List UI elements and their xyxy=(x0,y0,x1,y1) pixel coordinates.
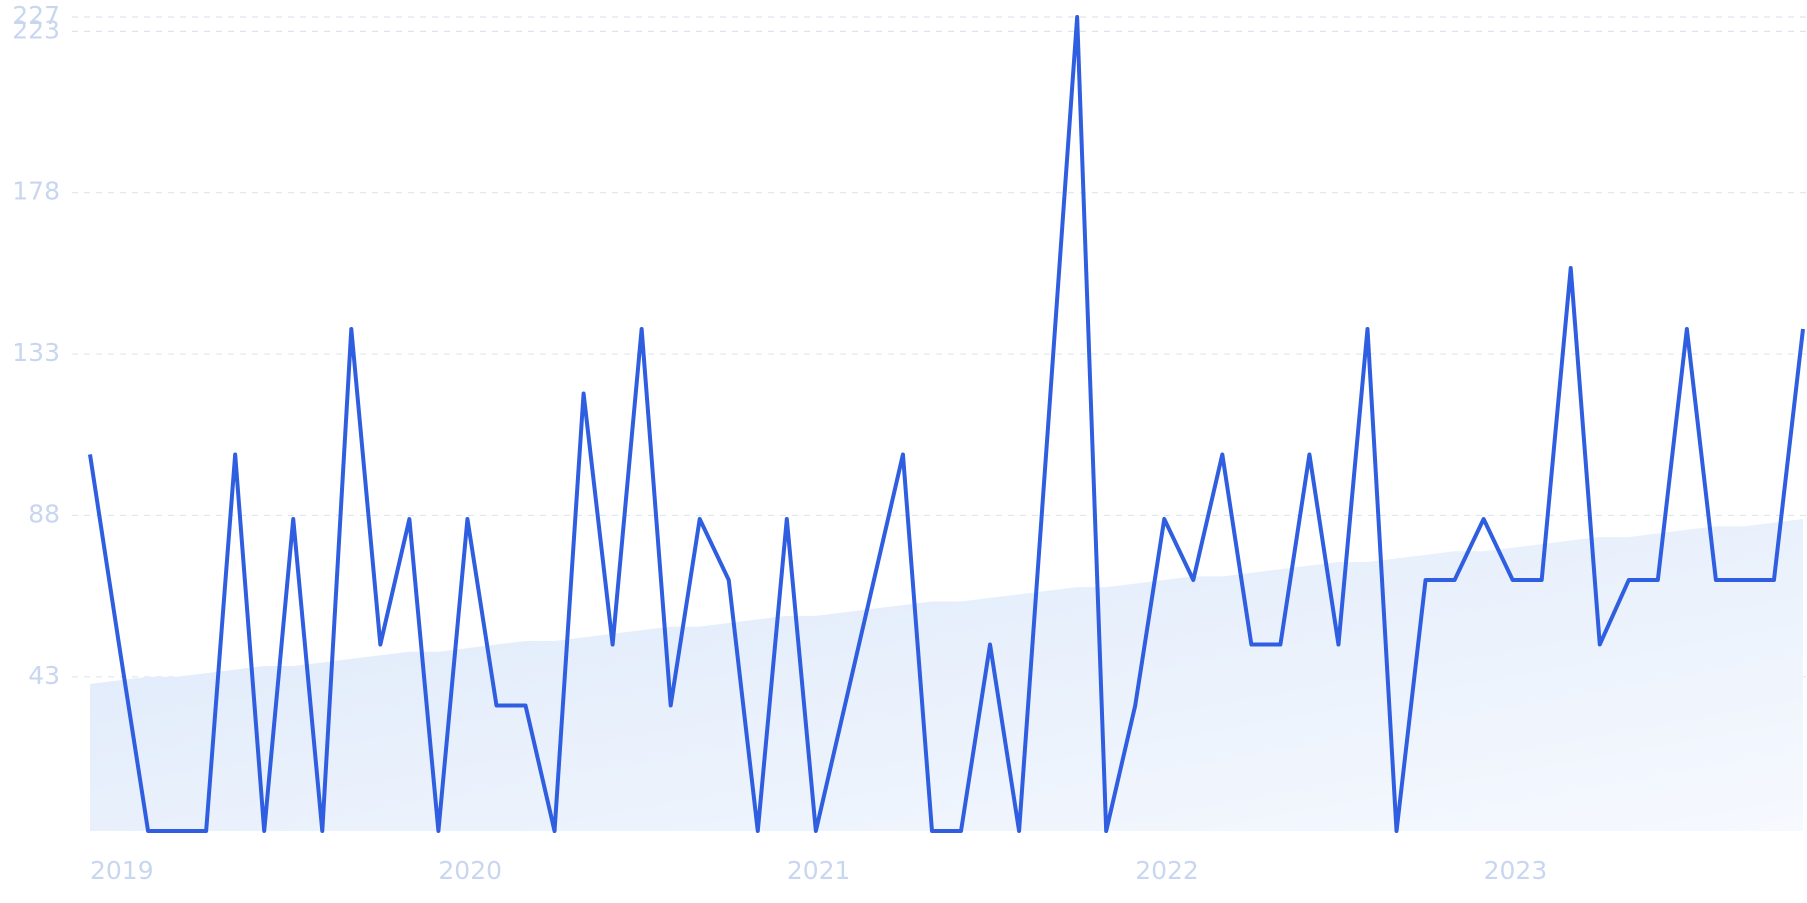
trend-area xyxy=(90,519,1803,831)
y-tick-label: 133 xyxy=(12,338,60,367)
data-line xyxy=(88,15,1805,833)
x-tick-label: 2021 xyxy=(787,856,851,885)
y-tick-label: 43 xyxy=(28,661,60,690)
y-tick-label: 223 xyxy=(12,15,60,44)
y-tick-label: 88 xyxy=(28,499,60,528)
y-tick-label: 178 xyxy=(12,177,60,206)
x-tick-label: 2020 xyxy=(438,856,502,885)
x-tick-label: 2019 xyxy=(90,856,154,885)
x-tick-label: 2022 xyxy=(1135,856,1199,885)
x-tick-label: 2023 xyxy=(1484,856,1548,885)
y-tick-label: 227 xyxy=(12,1,60,30)
